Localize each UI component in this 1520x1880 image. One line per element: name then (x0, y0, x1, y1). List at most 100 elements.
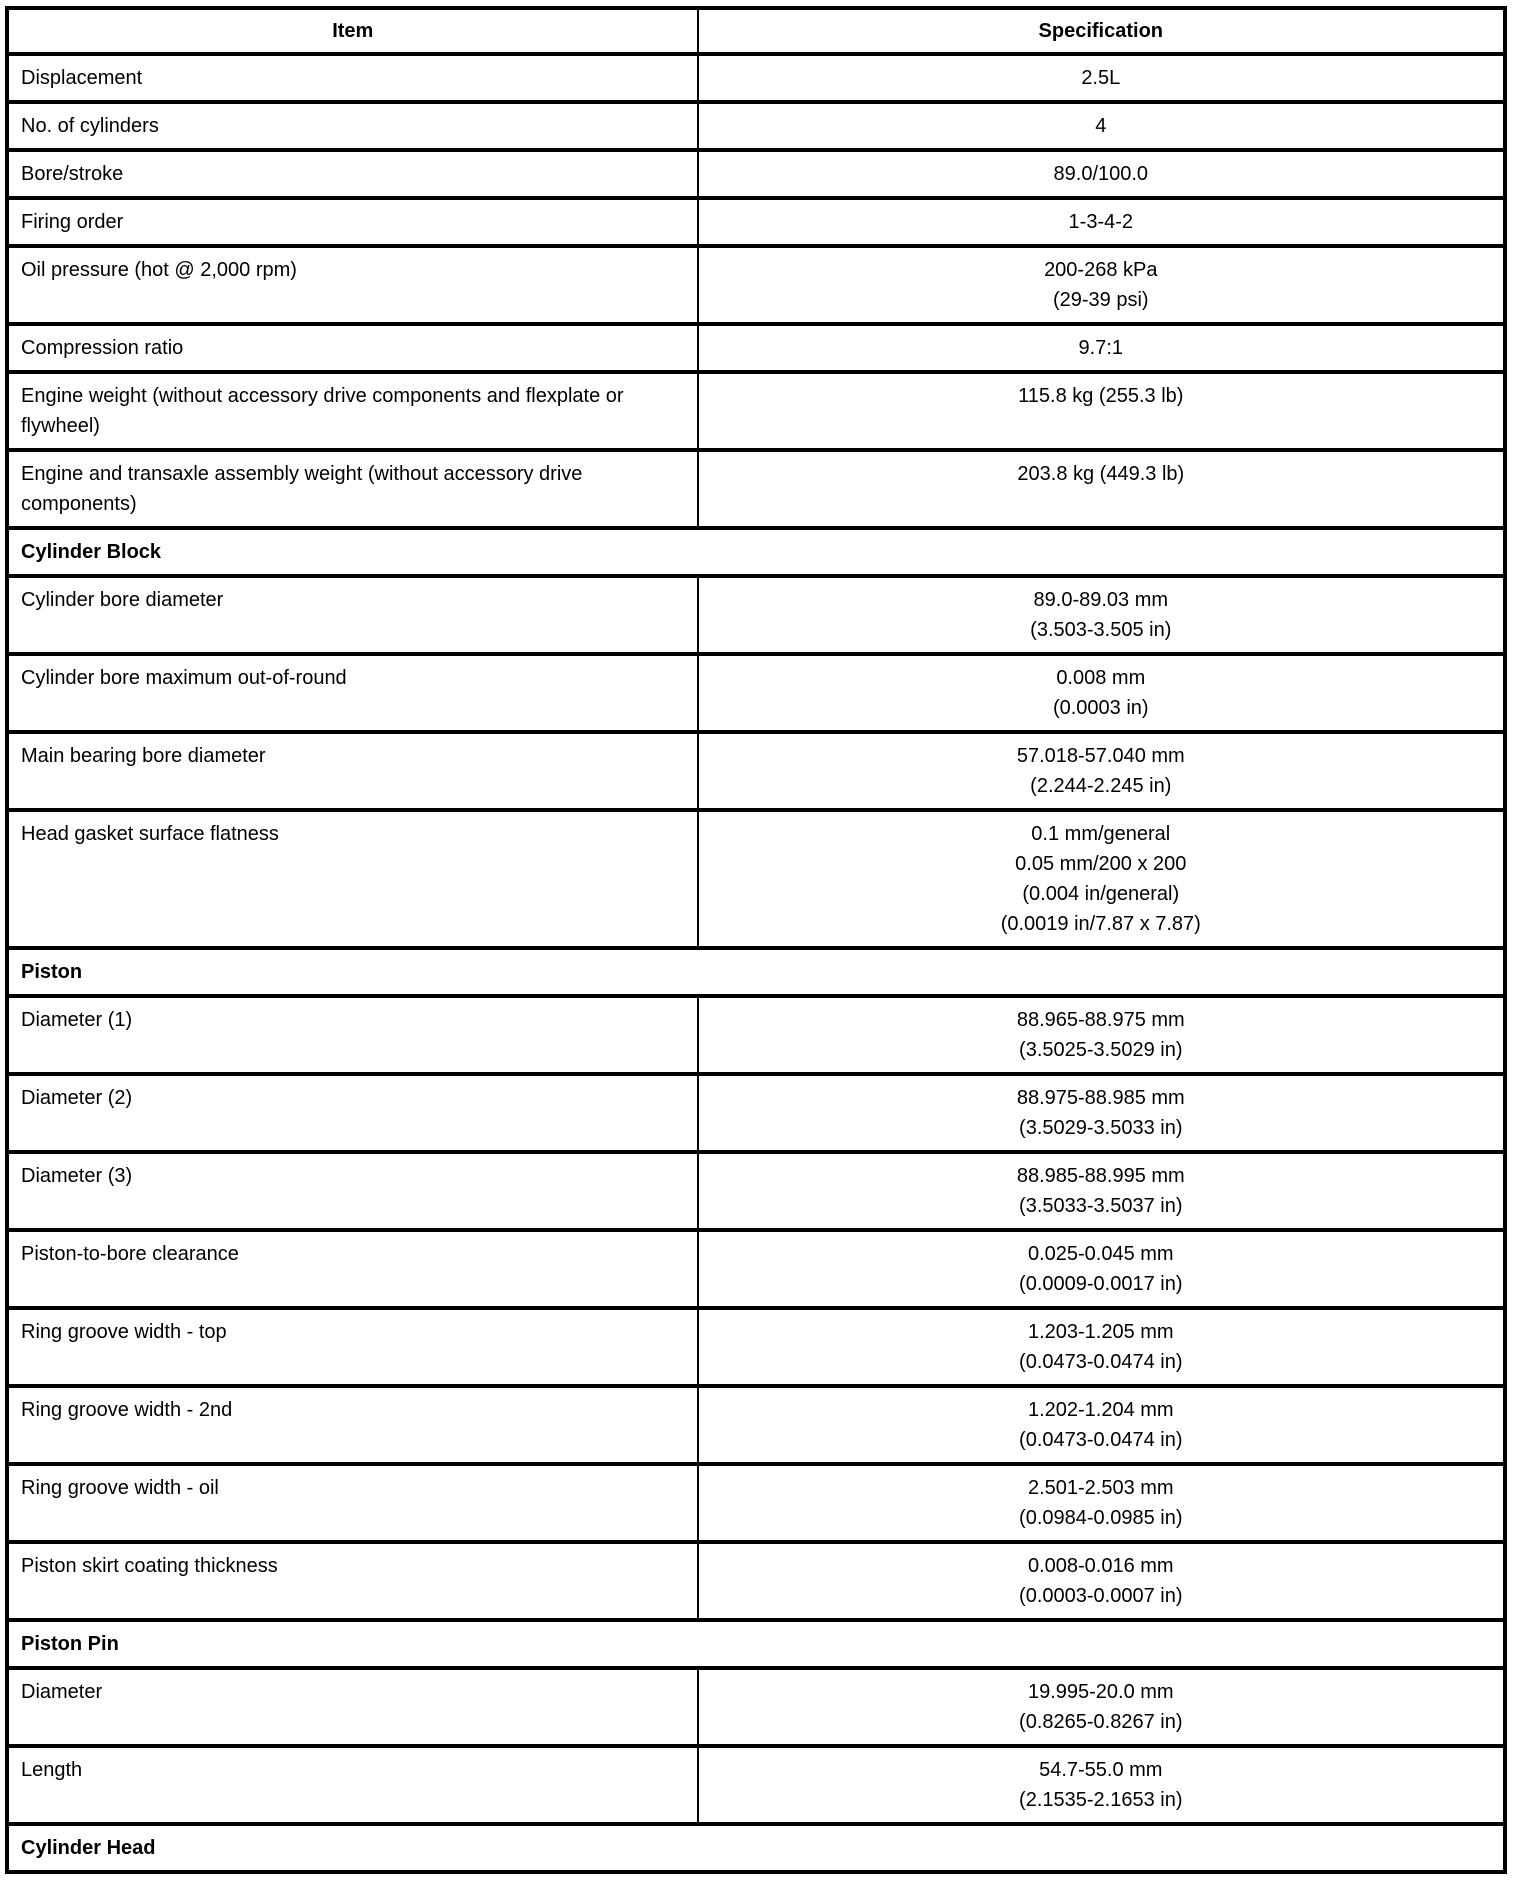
item-cell: Cylinder bore maximum out-of-round (7, 652, 699, 732)
spec-cell: 9.7:1 (697, 322, 1505, 372)
table-row: Diameter (1) 88.965-88.975 mm (3.5025-3.50… (7, 994, 1505, 1074)
table-row: Firing order 1-3-4-2 (7, 196, 1505, 246)
spec-line: 200-268 kPa (1044, 259, 1158, 281)
table-row: Cylinder bore diameter 89.0-89.03 mm (3.50… (7, 574, 1505, 654)
table-row: Oil pressure (hot @ 2,000 rpm) 200-268 kP… (7, 244, 1505, 324)
spec-cell: 0.025-0.045 mm (0.0009-0.0017 in) (697, 1228, 1505, 1308)
spec-line: (0.0473-0.0474 in) (1019, 1429, 1183, 1451)
spec-cell: 115.8 kg (255.3 lb) (697, 370, 1505, 450)
table-row: Ring groove width - top 1.203-1.205 mm (0.… (7, 1306, 1505, 1386)
spec-line: 203.8 kg (449.3 lb) (1017, 463, 1185, 485)
spec-line: 88.985-88.995 mm (1016, 1165, 1185, 1187)
column-header-specification: Specification (1038, 20, 1164, 42)
spec-cell: 203.8 kg (449.3 lb) (697, 448, 1505, 528)
item-cell: Bore/stroke (7, 148, 699, 198)
spec-line: (3.5025-3.5029 in) (1019, 1039, 1183, 1061)
spec-cell: 2.501-2.503 mm (0.0984-0.0985 in) (697, 1462, 1505, 1542)
section-row: Cylinder Head (7, 1822, 1505, 1872)
spec-line: 19.995-20.0 mm (1027, 1681, 1174, 1703)
section-title: Cylinder Head (7, 1822, 1505, 1872)
spec-line: 0.008-0.016 mm (1027, 1555, 1174, 1577)
spec-line: (2.1535-2.1653 in) (1019, 1789, 1183, 1811)
item-cell: Ring groove width - oil (7, 1462, 699, 1542)
table-row: Engine and transaxle assembly weight (wi… (7, 448, 1505, 528)
table-row: Main bearing bore diameter 57.018-57.040 … (7, 730, 1505, 810)
spec-line: 0.008 mm (1056, 667, 1146, 689)
item-cell: Engine and transaxle assembly weight (wi… (7, 448, 699, 528)
spec-line: (0.0984-0.0985 in) (1019, 1507, 1183, 1529)
spec-cell: 88.985-88.995 mm (3.5033-3.5037 in) (697, 1150, 1505, 1230)
table-row: Length 54.7-55.0 mm (2.1535-2.1653 in) (7, 1744, 1505, 1824)
column-header-item: Item (7, 8, 699, 54)
table-row: Ring groove width - oil 2.501-2.503 mm (0.… (7, 1462, 1505, 1542)
spec-line: 0.1 mm/general (1031, 823, 1171, 845)
spec-line: 4 (1095, 115, 1107, 137)
spec-line: (0.0473-0.0474 in) (1019, 1351, 1183, 1373)
spec-line: 1-3-4-2 (1068, 211, 1134, 233)
spec-cell: 1.203-1.205 mm (0.0473-0.0474 in) (697, 1306, 1505, 1386)
table-row: No. of cylinders 4 (7, 100, 1505, 150)
spec-line: 9.7:1 (1078, 337, 1124, 359)
item-cell: Diameter (2) (7, 1072, 699, 1152)
spec-line: 1.203-1.205 mm (1027, 1321, 1174, 1343)
table-row: Piston-to-bore clearance 0.025-0.045 mm (0… (7, 1228, 1505, 1308)
item-cell: Compression ratio (7, 322, 699, 372)
spec-table-body: Displacement 2.5L No. of cylinders 4 Bore/st… (7, 52, 1505, 1872)
item-cell: Piston skirt coating thickness (7, 1540, 699, 1620)
spec-line: (29-39 psi) (1052, 289, 1149, 311)
item-cell: Diameter (1) (7, 994, 699, 1074)
table-row: Head gasket surface flatness 0.1 mm/gener… (7, 808, 1505, 948)
spec-line: 88.975-88.985 mm (1016, 1087, 1185, 1109)
item-cell: Head gasket surface flatness (7, 808, 699, 948)
spec-line: 2.5L (1081, 67, 1121, 89)
spec-cell: 4 (697, 100, 1505, 150)
item-cell: Piston-to-bore clearance (7, 1228, 699, 1308)
spec-line: 89.0-89.03 mm (1033, 589, 1169, 611)
item-cell: Ring groove width - 2nd (7, 1384, 699, 1464)
spec-cell: 89.0/100.0 (697, 148, 1505, 198)
spec-cell: 88.975-88.985 mm (3.5029-3.5033 in) (697, 1072, 1505, 1152)
spec-cell: 1.202-1.204 mm (0.0473-0.0474 in) (697, 1384, 1505, 1464)
spec-table-header: Item Specification (7, 8, 1505, 54)
spec-cell: 0.008 mm (0.0003 in) (697, 652, 1505, 732)
spec-line: (0.004 in/general) (1022, 883, 1180, 905)
spec-line: 89.0/100.0 (1053, 163, 1149, 185)
spec-line: 0.05 mm/200 x 200 (1015, 853, 1187, 875)
item-cell: Main bearing bore diameter (7, 730, 699, 810)
spec-cell: 0.1 mm/general 0.05 mm/200 x 200 (0.004 in… (697, 808, 1505, 948)
spec-line: 54.7-55.0 mm (1039, 1759, 1163, 1781)
item-cell: Firing order (7, 196, 699, 246)
table-row: Bore/stroke 89.0/100.0 (7, 148, 1505, 198)
table-row: Piston skirt coating thickness 0.008-0.01… (7, 1540, 1505, 1620)
spec-cell: 89.0-89.03 mm (3.503-3.505 in) (697, 574, 1505, 654)
spec-line: 1.202-1.204 mm (1027, 1399, 1174, 1421)
spec-cell: 88.965-88.975 mm (3.5025-3.5029 in) (697, 994, 1505, 1074)
section-title: Cylinder Block (7, 526, 1505, 576)
spec-line: (0.0009-0.0017 in) (1019, 1273, 1183, 1295)
spec-line: (0.0003-0.0007 in) (1019, 1585, 1183, 1607)
item-cell: Diameter (3) (7, 1150, 699, 1230)
spec-line: (2.244-2.245 in) (1030, 775, 1172, 797)
spec-cell: 0.008-0.016 mm (0.0003-0.0007 in) (697, 1540, 1505, 1620)
section-row: Cylinder Block (7, 526, 1505, 576)
spec-cell: 1-3-4-2 (697, 196, 1505, 246)
table-row: Compression ratio 9.7:1 (7, 322, 1505, 372)
spec-cell: 19.995-20.0 mm (0.8265-0.8267 in) (697, 1666, 1505, 1746)
spec-line: (0.0019 in/7.87 x 7.87) (1000, 913, 1201, 935)
spec-line: 115.8 kg (255.3 lb) (1018, 385, 1184, 407)
spec-line: (0.0003 in) (1052, 697, 1149, 719)
spec-line: 2.501-2.503 mm (1027, 1477, 1174, 1499)
spec-line: 57.018-57.040 mm (1016, 745, 1185, 767)
item-cell: No. of cylinders (7, 100, 699, 150)
item-cell: Displacement (7, 52, 699, 102)
spec-line: 88.965-88.975 mm (1016, 1009, 1185, 1031)
item-cell: Ring groove width - top (7, 1306, 699, 1386)
item-cell: Oil pressure (hot @ 2,000 rpm) (7, 244, 699, 324)
table-row: Diameter (3) 88.985-88.995 mm (3.5033-3.50… (7, 1150, 1505, 1230)
section-title: Piston (7, 946, 1505, 996)
item-cell: Length (7, 1744, 699, 1824)
spec-line: 0.025-0.045 mm (1027, 1243, 1174, 1265)
spec-line: (3.5029-3.5033 in) (1019, 1117, 1183, 1139)
table-row: Displacement 2.5L (7, 52, 1505, 102)
